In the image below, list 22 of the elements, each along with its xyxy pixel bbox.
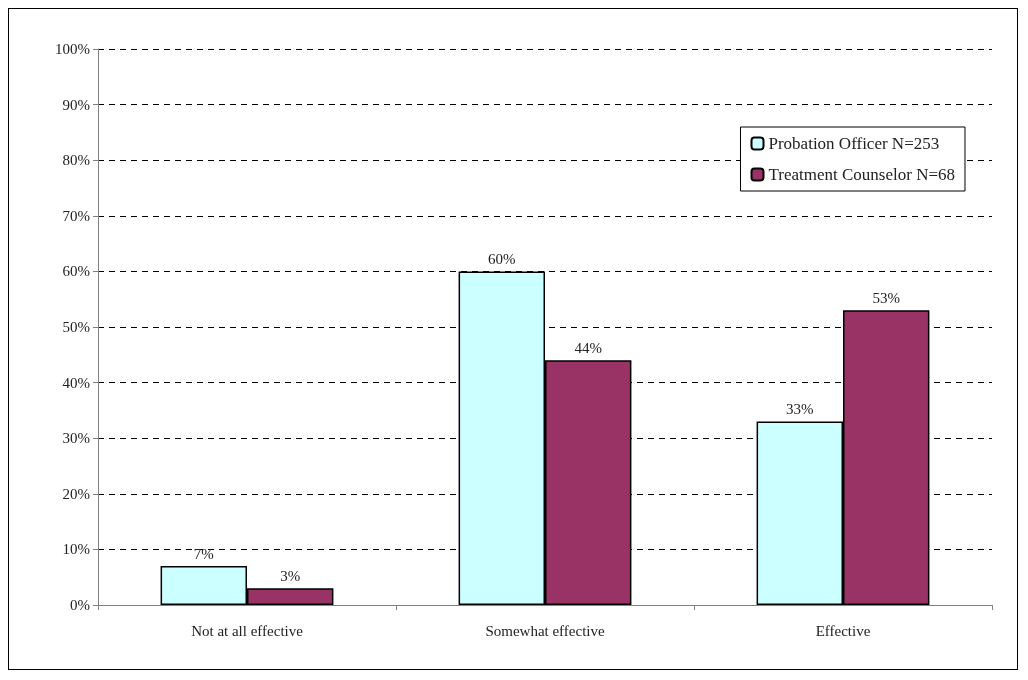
y-tick-label: 10%	[62, 541, 90, 558]
y-tick-label: 30%	[62, 430, 90, 447]
data-label: 3%	[280, 567, 301, 584]
legend-label: Treatment Counselor N=68	[768, 165, 956, 184]
x-tick-label: Not at all effective	[191, 622, 304, 639]
y-tick-label: 20%	[62, 485, 90, 502]
y-tick-label: 80%	[62, 152, 90, 169]
data-label: 60%	[488, 250, 516, 267]
y-tick-label: 60%	[62, 263, 90, 280]
data-label: 7%	[193, 545, 214, 562]
x-tick-label: Somewhat effective	[485, 622, 605, 639]
legend-label: Probation Officer N=253	[768, 134, 940, 153]
x-tick-label: Effective	[815, 622, 871, 639]
data-label: 53%	[872, 289, 900, 306]
y-tick-label: 50%	[62, 319, 90, 335]
y-tick-label: 0%	[70, 597, 90, 613]
y-tick-label: 70%	[62, 207, 90, 224]
data-label: 44%	[574, 339, 602, 356]
data-label: 33%	[786, 401, 814, 418]
y-tick-label: 90%	[62, 96, 90, 113]
y-tick-label: 40%	[62, 374, 90, 391]
y-tick-label: 100%	[55, 41, 90, 57]
